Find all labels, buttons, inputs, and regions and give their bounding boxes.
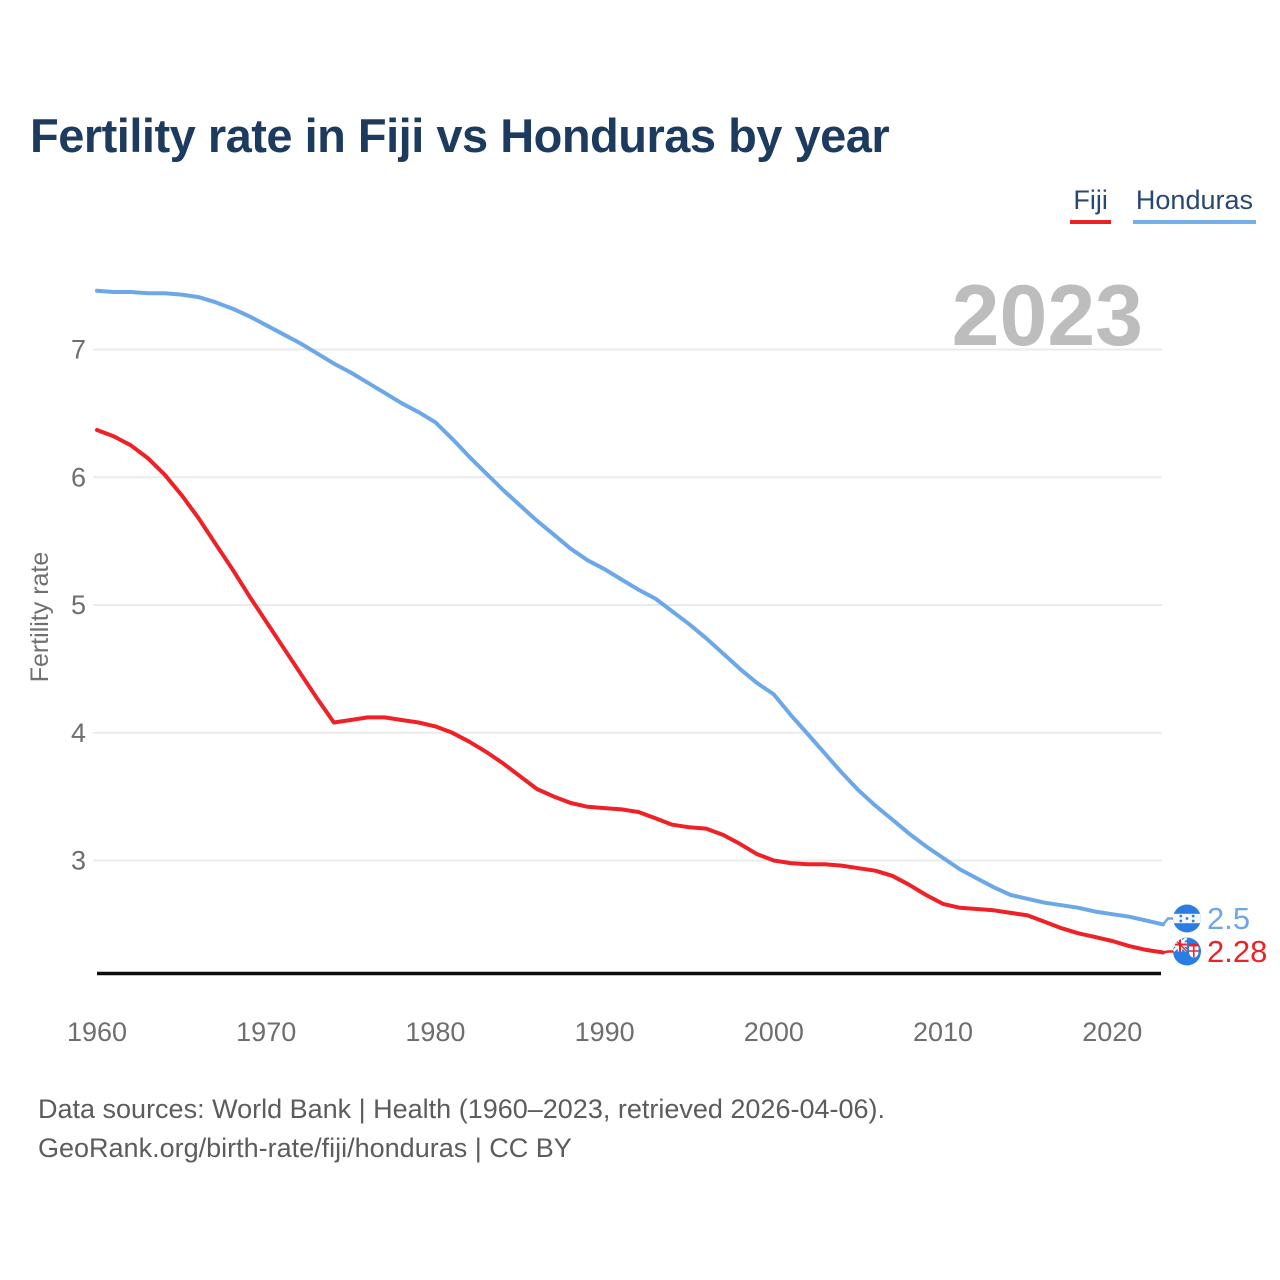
page-title: Fertility rate in Fiji vs Honduras by ye… [30,109,890,162]
footer-attribution: GeoRank.org/birth-rate/fiji/honduras | C… [38,1133,572,1163]
y-tick-label: 5 [71,590,86,620]
legend: Fiji Honduras [1070,185,1256,224]
honduras-end-value: 2.5 [1207,901,1250,936]
gridlines: 3 4 5 6 7 [71,335,1162,876]
fiji-end-connector [1162,950,1173,954]
honduras-line[interactable] [95,288,1165,927]
x-tick-label: 1990 [575,1017,635,1047]
legend-item-fiji[interactable]: Fiji [1070,185,1111,224]
y-axis-title: Fertility rate [26,552,54,683]
fiji-line[interactable] [95,428,1165,955]
y-tick-label: 4 [71,718,86,748]
honduras-end-connector [1162,917,1173,926]
y-tick-label: 6 [71,462,86,492]
x-tick-label: 1970 [236,1017,296,1047]
watermark-year: 2023 [952,268,1143,364]
x-tick-label: 2000 [744,1017,804,1047]
fiji-end-value: 2.28 [1207,934,1267,969]
x-tick-label: 1980 [405,1017,465,1047]
x-tick-label: 1960 [67,1017,127,1047]
y-tick-label: 7 [71,335,86,365]
x-axis-labels: 1960 1970 1980 1990 2000 2010 2020 [67,1017,1142,1047]
footer-sources: Data sources: World Bank | Health (1960–… [38,1094,885,1124]
footer: Data sources: World Bank | Health (1960–… [38,1090,885,1168]
y-tick-label: 3 [71,846,86,876]
fiji-flag-icon [1173,937,1201,966]
honduras-flag-icon [1173,904,1201,933]
x-tick-label: 2020 [1082,1017,1142,1047]
x-tick-label: 2010 [913,1017,973,1047]
legend-item-honduras[interactable]: Honduras [1132,185,1256,224]
